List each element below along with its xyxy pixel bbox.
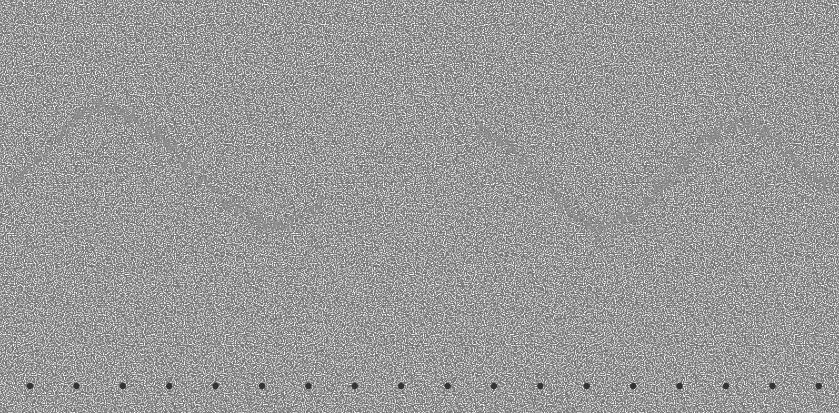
timing-dot: [584, 383, 590, 389]
scanned-trace: [0, 0, 839, 413]
timing-dot: [352, 383, 358, 389]
timing-dot: [491, 383, 497, 389]
timing-dot: [212, 383, 218, 389]
timing-dot: [537, 383, 543, 389]
timing-dot: [166, 383, 172, 389]
timing-dot: [676, 383, 682, 389]
timing-dot: [398, 383, 404, 389]
timing-dot: [444, 383, 450, 389]
paper-speckle: [0, 0, 839, 413]
timing-dot: [723, 383, 729, 389]
timing-dot: [73, 383, 79, 389]
timing-dot: [630, 383, 636, 389]
timing-dot: [769, 383, 775, 389]
timing-dot: [259, 383, 265, 389]
timing-dot: [816, 383, 822, 389]
timing-dot: [120, 383, 126, 389]
page: (() => { const NS = 'http://www.w3.org/2…: [0, 0, 839, 413]
timing-dot: [27, 383, 33, 389]
timing-dot: [305, 383, 311, 389]
